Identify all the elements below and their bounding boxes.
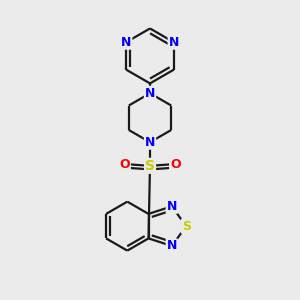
Text: N: N bbox=[167, 239, 177, 253]
Text: S: S bbox=[182, 220, 191, 232]
Text: N: N bbox=[145, 87, 155, 100]
Text: O: O bbox=[170, 158, 181, 170]
Text: N: N bbox=[167, 200, 177, 213]
Text: N: N bbox=[169, 36, 179, 49]
Text: S: S bbox=[145, 159, 155, 173]
Text: N: N bbox=[121, 36, 131, 49]
Text: N: N bbox=[145, 136, 155, 149]
Text: O: O bbox=[119, 158, 130, 170]
